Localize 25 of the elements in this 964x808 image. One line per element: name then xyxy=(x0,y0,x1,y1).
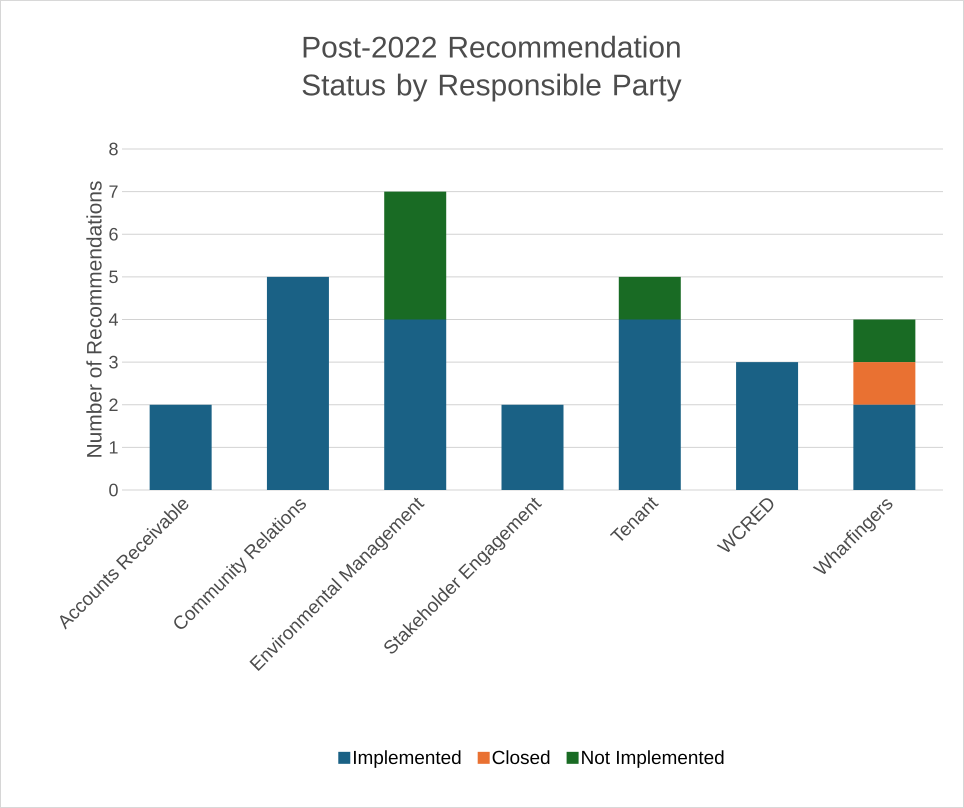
bar xyxy=(618,276,681,320)
y-tick-label: 3 xyxy=(109,356,118,368)
y-tick-label: 4 xyxy=(108,313,118,326)
y-tick-label: 7 xyxy=(109,185,118,198)
bar xyxy=(618,320,681,490)
bar xyxy=(266,276,329,490)
legend-label: Not Implemented xyxy=(582,750,724,768)
bar xyxy=(150,404,212,490)
bar xyxy=(853,362,916,405)
bar xyxy=(502,404,564,490)
legend-label: Closed xyxy=(492,750,550,764)
y-tick-label: 2 xyxy=(109,398,118,412)
chart-title: Post-2022 Recommendation Status by Responsible Party xyxy=(302,36,682,102)
y-tick-label: 6 xyxy=(109,228,118,241)
y-tick-label: 5 xyxy=(109,270,118,284)
y-axis-title: Number of Recommendations xyxy=(86,181,102,457)
bar xyxy=(853,404,916,490)
y-tick-label: 8 xyxy=(109,142,118,156)
bar xyxy=(853,320,916,362)
bar xyxy=(384,192,446,320)
y-tick-label: 0 xyxy=(109,484,118,496)
y-tick-label: 1 xyxy=(110,441,118,454)
legend-label: Implemented xyxy=(354,750,460,768)
bar xyxy=(736,362,798,490)
bar xyxy=(384,320,446,490)
